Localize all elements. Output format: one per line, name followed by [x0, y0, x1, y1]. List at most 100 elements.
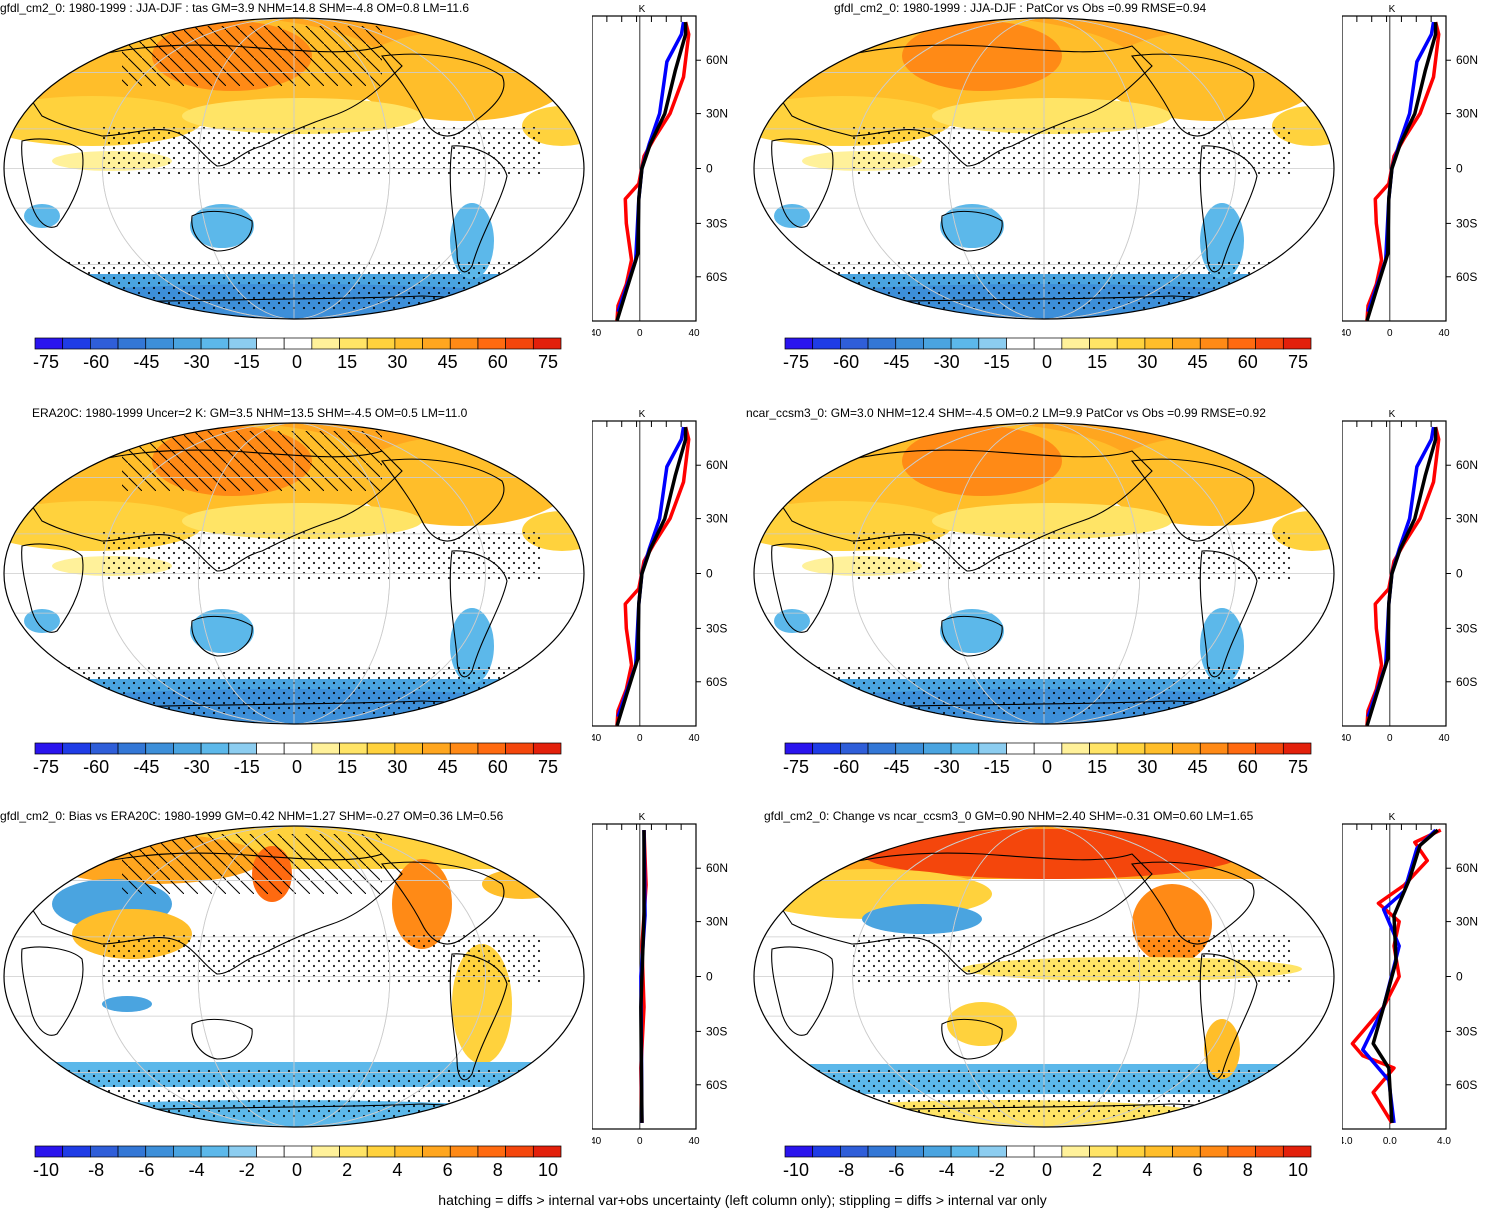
colorbar-label: -2: [238, 1160, 255, 1180]
colorbar-swatch: [366, 337, 396, 350]
colorbar-label: -6: [138, 1160, 155, 1180]
zonal-mean-profile: K -40 0 40 60N 30N 0 30S 60S: [592, 812, 728, 1147]
profile-x-tick: 0: [637, 328, 643, 339]
map-border: [753, 825, 1335, 1128]
profile-lat-tick: 30S: [1456, 621, 1477, 635]
colorbar-label: 0: [291, 352, 303, 372]
colorbar-label: -75: [32, 757, 60, 777]
panel-title: ERA20C: 1980-1999 Uncer=2 K: GM=3.5 NHM=…: [32, 406, 468, 420]
profile-lat-tick: 30S: [1456, 216, 1477, 230]
colorbar-label: -45: [133, 352, 160, 372]
colorbar-label: -60: [83, 757, 110, 777]
colorbar-swatch: [449, 742, 479, 755]
colorbar-swatch: [117, 337, 147, 350]
colorbar-swatch: [62, 1145, 91, 1158]
colorbar-swatch: [1033, 337, 1063, 350]
colorbar-label: 75: [1287, 352, 1309, 372]
profile-lat-tick: 60S: [1456, 270, 1477, 284]
colorbar-swatch: [1172, 742, 1201, 755]
colorbar-swatch: [867, 742, 897, 755]
colorbar-label: 45: [1187, 757, 1208, 777]
colorbar-swatch: [812, 742, 841, 755]
colorbar-swatch: [950, 337, 980, 350]
colorbar-swatch: [256, 742, 285, 755]
profile-units: K: [1389, 4, 1396, 15]
colorbar-swatch: [311, 337, 340, 350]
colorbar-swatch: [283, 337, 313, 350]
colorbar-swatch: [339, 337, 368, 350]
colorbar-swatch: [117, 1145, 147, 1158]
colorbar-swatch: [173, 1145, 202, 1158]
colorbar-swatch: [1282, 1145, 1312, 1158]
colorbar-swatch: [1033, 1145, 1063, 1158]
profile-lat-tick: 30S: [706, 216, 727, 230]
colorbar-swatch: [1144, 1145, 1173, 1158]
profile-lat-tick: 60S: [706, 675, 727, 689]
colorbar: [784, 337, 1312, 350]
colorbar-swatch: [840, 337, 869, 350]
colorbar-label: -30: [933, 352, 960, 372]
colorbar-label: 0: [1041, 1160, 1053, 1180]
colorbar-swatch: [422, 1145, 451, 1158]
colorbar-label: 45: [1187, 352, 1208, 372]
stippling-pattern: [852, 531, 1292, 581]
panel-title: ncar_ccsm3_0: GM=3.0 NHM=12.4 SHM=-4.5 O…: [746, 406, 1266, 420]
profile-lat-tick: 30N: [1456, 107, 1478, 121]
colorbar-swatch: [505, 742, 534, 755]
colorbar-swatch: [895, 1145, 924, 1158]
colorbar-swatch: [1061, 337, 1090, 350]
colorbar-label: 30: [1137, 757, 1158, 777]
colorbar-label: -10: [32, 1160, 60, 1180]
colorbar-label: -60: [83, 352, 110, 372]
colorbar-swatch: [1255, 337, 1284, 350]
colorbar-label: 8: [492, 1160, 503, 1180]
profile-lat-tick: 60N: [706, 861, 728, 875]
colorbar-label: 60: [487, 757, 508, 777]
colorbar-swatch: [311, 742, 340, 755]
colorbar-swatch: [1089, 1145, 1118, 1158]
graticule: [754, 826, 1334, 1127]
colorbar: [784, 1145, 1312, 1158]
map-border: [3, 17, 585, 320]
profile-x-tick: 40: [688, 328, 700, 339]
colorbar-swatch: [256, 1145, 285, 1158]
colorbar-label: 4: [1142, 1160, 1153, 1180]
profile-lat-tick: 30N: [1456, 915, 1478, 929]
colorbar: [784, 742, 1312, 755]
colorbar-swatch: [422, 742, 451, 755]
colorbar-swatch: [1199, 1145, 1229, 1158]
profile-x-tick: -40: [1342, 733, 1352, 744]
profile-x-tick: 40: [1438, 328, 1450, 339]
profile-x-tick: -4.0: [1342, 1136, 1353, 1147]
colorbar-swatch: [532, 337, 562, 350]
colorbar-swatch: [532, 742, 562, 755]
stippling-pattern: [852, 934, 1292, 984]
profile-x-tick: 0.0: [1383, 1136, 1397, 1147]
colorbar-label: 60: [487, 352, 508, 372]
zonal-mean-profile: K -40 0 40 60N 30N 0 30S 60S: [592, 409, 728, 744]
profile-units: K: [639, 409, 646, 420]
map-border: [753, 422, 1335, 725]
colorbar-label: -15: [233, 352, 260, 372]
colorbar-label: -60: [833, 352, 860, 372]
colorbar-swatch: [339, 742, 368, 755]
profile-lat-tick: 60S: [1456, 675, 1477, 689]
profile-lat-tick: 60N: [1456, 861, 1478, 875]
colorbar-label: -45: [883, 757, 910, 777]
zonal-mean-profile: K -4.0 0.0 4.0 60N 30N 0 30S 60S: [1342, 812, 1478, 1147]
profile-lat-tick: 30S: [706, 621, 727, 635]
colorbar-label: 0: [291, 757, 303, 777]
colorbar-swatch: [477, 1145, 506, 1158]
colorbar-swatch: [1006, 742, 1035, 755]
profile-x-tick: 40: [688, 733, 700, 744]
colorbar-label: 8: [1242, 1160, 1253, 1180]
profile-lat-tick: 0: [706, 970, 713, 984]
panel-title: gfdl_cm2_0: Bias vs ERA20C: 1980-1999 GM…: [0, 809, 504, 823]
colorbar-label: -75: [32, 352, 60, 372]
robinson-map: [3, 17, 585, 320]
colorbar-swatch: [1089, 742, 1118, 755]
colorbar-swatch: [283, 742, 313, 755]
profile-x-tick: 0: [637, 1136, 643, 1147]
colorbar-swatch: [62, 337, 91, 350]
colorbar-swatch: [145, 1145, 174, 1158]
